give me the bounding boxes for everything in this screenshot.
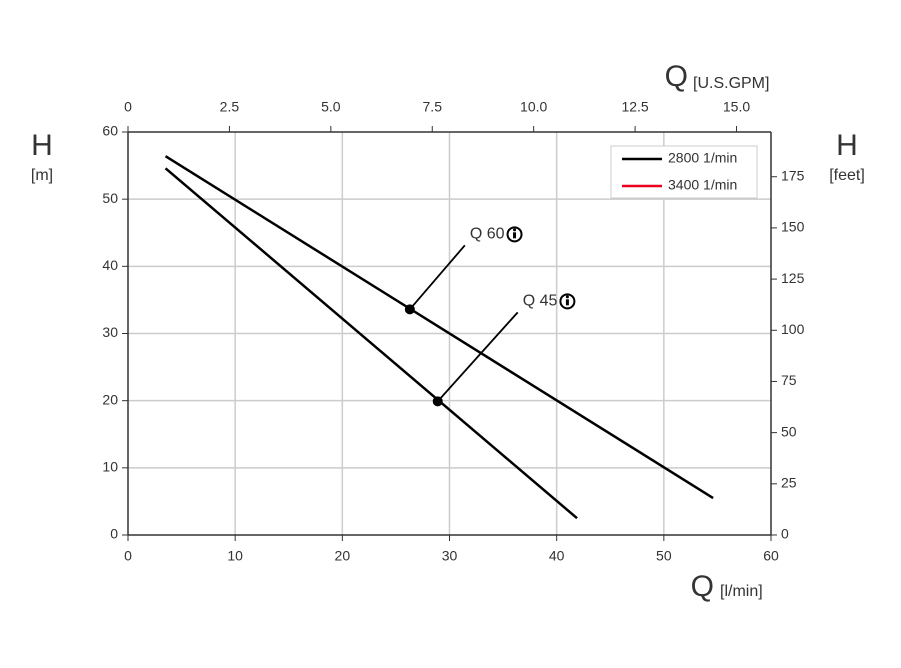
x2-axis-unit: [U.S.GPM] xyxy=(693,75,769,92)
curve-label: Q 45 xyxy=(523,293,558,310)
operating-point xyxy=(404,304,415,315)
info-icon-dot xyxy=(513,228,517,232)
y-tick-label: 60 xyxy=(102,123,118,139)
x-tick-label: 30 xyxy=(442,548,458,564)
y2-axis-symbol: H xyxy=(836,129,858,162)
y2-tick-label: 125 xyxy=(781,270,805,286)
y-tick-label: 10 xyxy=(102,459,118,475)
legend-box xyxy=(610,145,758,199)
y-tick-label: 50 xyxy=(102,190,118,206)
y-tick-label: 30 xyxy=(102,324,118,340)
y2-tick-label: 50 xyxy=(781,423,797,439)
legend-label: 3400 1/min xyxy=(668,177,737,193)
x-axis-unit: [l/min] xyxy=(720,583,763,600)
curve xyxy=(164,167,578,520)
y-tick-label: 0 xyxy=(110,526,118,542)
x2-tick-label: 2.5 xyxy=(220,99,240,115)
info-icon-stem xyxy=(565,299,569,306)
leader-line xyxy=(409,244,466,310)
x-tick-label: 0 xyxy=(124,548,132,564)
operating-point xyxy=(432,396,443,407)
y2-tick-label: 100 xyxy=(781,321,805,337)
y2-tick-label: 150 xyxy=(781,219,805,235)
y-tick-label: 40 xyxy=(102,257,118,273)
info-icon[interactable] xyxy=(559,293,576,310)
x2-tick-label: 0 xyxy=(124,99,132,115)
y2-tick-label: 75 xyxy=(781,372,797,388)
info-icon-stem xyxy=(513,232,517,239)
x-tick-label: 40 xyxy=(549,548,565,564)
x2-tick-label: 15.0 xyxy=(723,99,750,115)
info-icon[interactable] xyxy=(506,226,523,243)
curve-label: Q 60 xyxy=(470,226,505,243)
y2-tick-label: 25 xyxy=(781,475,797,491)
x-axis-symbol: Q xyxy=(691,570,714,603)
x-tick-label: 60 xyxy=(763,548,779,564)
x-tick-label: 10 xyxy=(227,548,243,564)
x2-tick-label: 7.5 xyxy=(423,99,443,115)
info-icon-dot xyxy=(565,295,569,299)
y2-tick-label: 0 xyxy=(781,526,789,542)
x2-axis-symbol: Q xyxy=(665,60,688,93)
y2-axis-unit: [feet] xyxy=(829,167,865,184)
y-tick-label: 20 xyxy=(102,391,118,407)
x2-tick-label: 5.0 xyxy=(321,99,341,115)
x-tick-label: 20 xyxy=(335,548,351,564)
x2-tick-label: 12.5 xyxy=(621,99,648,115)
x2-tick-label: 10.0 xyxy=(520,99,547,115)
legend-label: 2800 1/min xyxy=(668,150,737,166)
y-axis-symbol: H xyxy=(31,129,53,162)
leader-line xyxy=(437,311,519,402)
y-axis-unit: [m] xyxy=(31,167,53,184)
y2-tick-label: 175 xyxy=(781,167,805,183)
curve xyxy=(164,155,714,500)
x-tick-label: 50 xyxy=(656,548,672,564)
